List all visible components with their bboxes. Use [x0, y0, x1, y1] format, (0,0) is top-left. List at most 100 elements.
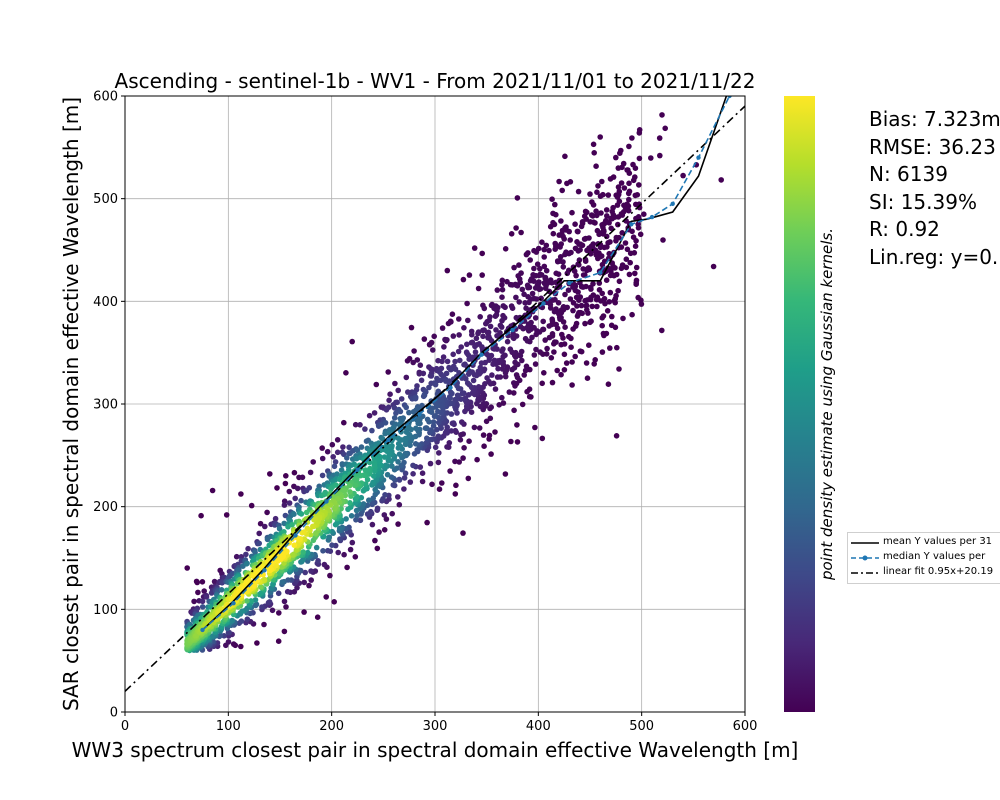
scatter-point [570, 326, 576, 332]
scatter-point [393, 410, 399, 417]
scatter-point [431, 413, 438, 420]
scatter-point [492, 429, 498, 435]
scatter-point [198, 512, 204, 519]
scatter-point [430, 419, 437, 425]
scatter-point [272, 515, 279, 522]
scatter-point [492, 386, 499, 392]
scatter-point [627, 259, 633, 266]
median-point [629, 222, 634, 227]
scatter-point [578, 223, 585, 230]
scatter-point [454, 392, 461, 399]
scatter-point [519, 286, 526, 293]
scatter-point [448, 366, 454, 373]
scatter-point [552, 246, 558, 252]
scatter-point [225, 629, 232, 636]
median-point [649, 214, 655, 220]
median-point [670, 201, 675, 206]
x-tick-label: 0 [121, 719, 129, 734]
scatter-point [398, 396, 405, 402]
scatter-point [502, 304, 508, 311]
scatter-point [499, 281, 505, 288]
scatter-point [656, 135, 663, 141]
scatter-point [338, 467, 345, 473]
y-tick-label: 200 [93, 500, 118, 515]
scatter-point [526, 393, 533, 400]
scatter-point [507, 346, 514, 353]
scatter-point [344, 564, 350, 571]
scatter-point [349, 338, 356, 345]
scatter-point [514, 195, 521, 201]
scatter-point [550, 230, 557, 237]
scatter-point [352, 421, 359, 428]
scatter-point [632, 270, 638, 277]
scatter-point [456, 332, 462, 338]
scatter-point [448, 319, 454, 325]
scatter-point [457, 357, 463, 364]
stat-bias: Bias: 7.323m [869, 107, 1000, 131]
stat-rmse: RMSE: 36.23 [869, 134, 996, 159]
scatter-point [627, 250, 634, 257]
scatter-point [281, 529, 287, 535]
scatter-point [481, 305, 488, 312]
scatter-point [529, 334, 535, 341]
scatter-point [472, 349, 479, 355]
scatter-point [191, 598, 197, 605]
scatter-point [513, 225, 519, 231]
scatter-point [478, 360, 485, 366]
scatter-point [256, 530, 263, 537]
scatter-point [276, 553, 283, 560]
scatter-point [607, 289, 614, 296]
scatter-point [381, 454, 388, 460]
scatter-point [372, 537, 378, 544]
scatter-point [275, 590, 282, 597]
scatter-point [452, 458, 458, 465]
scatter-point [468, 339, 475, 346]
scatter-point [499, 348, 505, 355]
scatter-point [549, 196, 555, 202]
median-point [324, 499, 329, 504]
scatter-point [410, 359, 417, 366]
scatter-point [546, 334, 553, 341]
scatter-point [194, 579, 200, 586]
scatter-point [595, 183, 601, 189]
scatter-point [276, 526, 283, 532]
scatter-point [264, 509, 270, 516]
scatter-point [386, 397, 392, 404]
scatter-point [557, 244, 563, 250]
scatter-point [606, 299, 613, 305]
scatter-point [599, 349, 606, 355]
scatter-point [289, 552, 296, 558]
scatter-point [539, 239, 545, 245]
scatter-point [275, 638, 282, 644]
scatter-point [447, 389, 454, 396]
scatter-point [549, 316, 555, 323]
scatter-point [521, 372, 527, 378]
scatter-point [218, 587, 225, 593]
median-point [479, 352, 484, 357]
scatter-point [310, 523, 316, 530]
scatter-point [607, 272, 614, 279]
scatter-point [403, 404, 410, 411]
scatter-point [613, 154, 619, 161]
scatter-point [618, 265, 625, 272]
scatter-point [426, 341, 433, 348]
scatter-point [565, 287, 572, 294]
scatter-point [252, 549, 258, 556]
scatter-point [286, 488, 293, 495]
scatter-point [414, 447, 421, 453]
scatter-point [487, 323, 494, 330]
scatter-point [553, 211, 559, 218]
scatter-point [623, 256, 630, 263]
scatter-point [568, 344, 574, 351]
scatter-point [531, 278, 537, 285]
scatter-point [614, 344, 620, 351]
scatter-point [517, 323, 524, 330]
scatter-point [315, 558, 321, 564]
scatter-point [542, 337, 548, 343]
median-point [510, 327, 515, 333]
scatter-point [345, 506, 351, 513]
scatter-point [225, 639, 232, 645]
scatter-point [532, 285, 539, 291]
stat-r: R: 0.92 [869, 217, 940, 241]
scatter-point [584, 375, 591, 382]
